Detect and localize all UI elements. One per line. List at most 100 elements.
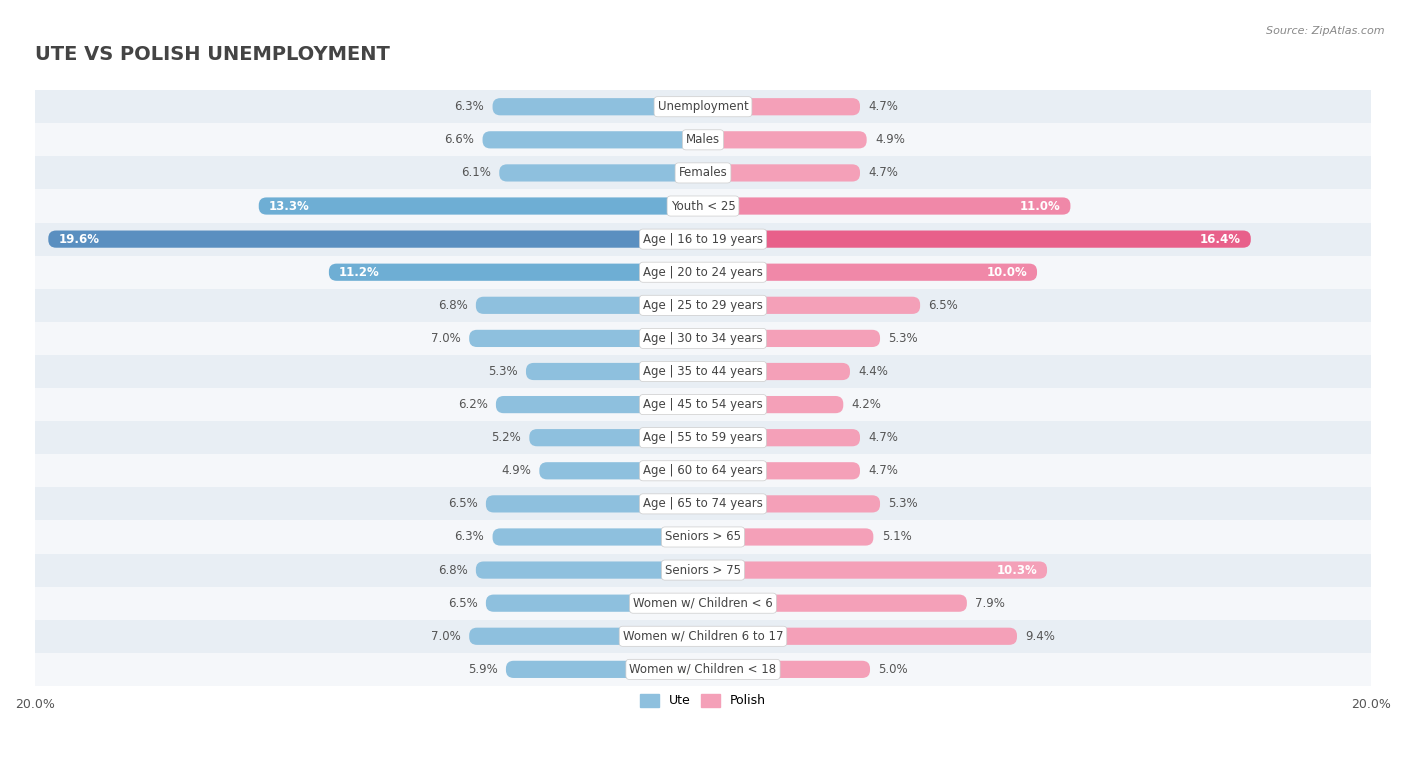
Text: Unemployment: Unemployment — [658, 100, 748, 114]
Text: 5.9%: 5.9% — [468, 663, 498, 676]
FancyBboxPatch shape — [703, 429, 860, 447]
FancyBboxPatch shape — [499, 164, 703, 182]
FancyBboxPatch shape — [703, 594, 967, 612]
FancyBboxPatch shape — [470, 628, 703, 645]
Text: 5.0%: 5.0% — [879, 663, 908, 676]
Text: 16.4%: 16.4% — [1199, 232, 1240, 245]
FancyBboxPatch shape — [703, 98, 860, 115]
FancyBboxPatch shape — [703, 495, 880, 512]
Text: Source: ZipAtlas.com: Source: ZipAtlas.com — [1267, 26, 1385, 36]
Text: 10.0%: 10.0% — [986, 266, 1026, 279]
Bar — [35, 157, 1371, 189]
FancyBboxPatch shape — [703, 131, 866, 148]
Text: 4.9%: 4.9% — [501, 464, 531, 477]
FancyBboxPatch shape — [48, 231, 703, 248]
Text: 4.7%: 4.7% — [869, 167, 898, 179]
Text: 10.3%: 10.3% — [997, 563, 1038, 577]
FancyBboxPatch shape — [703, 628, 1017, 645]
Text: 5.2%: 5.2% — [491, 431, 522, 444]
FancyBboxPatch shape — [703, 231, 1251, 248]
Text: UTE VS POLISH UNEMPLOYMENT: UTE VS POLISH UNEMPLOYMENT — [35, 45, 389, 64]
Text: 11.2%: 11.2% — [339, 266, 380, 279]
FancyBboxPatch shape — [703, 330, 880, 347]
Text: 4.9%: 4.9% — [875, 133, 905, 146]
Text: 6.3%: 6.3% — [454, 531, 484, 544]
FancyBboxPatch shape — [482, 131, 703, 148]
Text: Age | 55 to 59 years: Age | 55 to 59 years — [643, 431, 763, 444]
FancyBboxPatch shape — [703, 661, 870, 678]
FancyBboxPatch shape — [703, 263, 1038, 281]
FancyBboxPatch shape — [475, 297, 703, 314]
FancyBboxPatch shape — [703, 198, 1070, 215]
Text: Seniors > 65: Seniors > 65 — [665, 531, 741, 544]
Bar — [35, 421, 1371, 454]
Bar — [35, 653, 1371, 686]
FancyBboxPatch shape — [703, 528, 873, 546]
Text: Women w/ Children < 18: Women w/ Children < 18 — [630, 663, 776, 676]
FancyBboxPatch shape — [259, 198, 703, 215]
Text: 4.7%: 4.7% — [869, 431, 898, 444]
Text: Age | 35 to 44 years: Age | 35 to 44 years — [643, 365, 763, 378]
Bar — [35, 256, 1371, 288]
Text: Age | 60 to 64 years: Age | 60 to 64 years — [643, 464, 763, 477]
Text: 6.2%: 6.2% — [458, 398, 488, 411]
FancyBboxPatch shape — [492, 528, 703, 546]
FancyBboxPatch shape — [506, 661, 703, 678]
Text: Age | 45 to 54 years: Age | 45 to 54 years — [643, 398, 763, 411]
FancyBboxPatch shape — [526, 363, 703, 380]
Text: 6.5%: 6.5% — [447, 597, 478, 609]
Text: Age | 65 to 74 years: Age | 65 to 74 years — [643, 497, 763, 510]
Text: Females: Females — [679, 167, 727, 179]
Text: 7.9%: 7.9% — [976, 597, 1005, 609]
Text: 6.8%: 6.8% — [437, 563, 468, 577]
Text: 4.7%: 4.7% — [869, 464, 898, 477]
Bar — [35, 520, 1371, 553]
Text: 5.3%: 5.3% — [889, 332, 918, 345]
Text: 13.3%: 13.3% — [269, 200, 309, 213]
FancyBboxPatch shape — [496, 396, 703, 413]
Bar — [35, 189, 1371, 223]
FancyBboxPatch shape — [703, 297, 920, 314]
Text: 6.5%: 6.5% — [928, 299, 959, 312]
Text: 6.1%: 6.1% — [461, 167, 491, 179]
Bar — [35, 90, 1371, 123]
FancyBboxPatch shape — [486, 594, 703, 612]
Bar — [35, 587, 1371, 620]
Bar — [35, 488, 1371, 520]
Bar — [35, 620, 1371, 653]
Bar — [35, 355, 1371, 388]
Text: Women w/ Children < 6: Women w/ Children < 6 — [633, 597, 773, 609]
Text: Women w/ Children 6 to 17: Women w/ Children 6 to 17 — [623, 630, 783, 643]
Bar — [35, 388, 1371, 421]
Text: Age | 25 to 29 years: Age | 25 to 29 years — [643, 299, 763, 312]
Text: Youth < 25: Youth < 25 — [671, 200, 735, 213]
FancyBboxPatch shape — [703, 396, 844, 413]
Bar — [35, 123, 1371, 157]
FancyBboxPatch shape — [540, 463, 703, 479]
Legend: Ute, Polish: Ute, Polish — [636, 689, 770, 712]
FancyBboxPatch shape — [329, 263, 703, 281]
Text: 19.6%: 19.6% — [58, 232, 100, 245]
Text: Age | 16 to 19 years: Age | 16 to 19 years — [643, 232, 763, 245]
Text: Seniors > 75: Seniors > 75 — [665, 563, 741, 577]
Text: 9.4%: 9.4% — [1025, 630, 1056, 643]
FancyBboxPatch shape — [703, 562, 1047, 578]
Text: 5.3%: 5.3% — [889, 497, 918, 510]
FancyBboxPatch shape — [475, 562, 703, 578]
Text: 6.3%: 6.3% — [454, 100, 484, 114]
Bar — [35, 322, 1371, 355]
Text: 6.5%: 6.5% — [447, 497, 478, 510]
FancyBboxPatch shape — [703, 164, 860, 182]
Text: 11.0%: 11.0% — [1019, 200, 1060, 213]
Bar — [35, 223, 1371, 256]
Bar — [35, 454, 1371, 488]
Text: 7.0%: 7.0% — [432, 332, 461, 345]
Bar — [35, 553, 1371, 587]
Text: 5.1%: 5.1% — [882, 531, 911, 544]
FancyBboxPatch shape — [529, 429, 703, 447]
FancyBboxPatch shape — [486, 495, 703, 512]
Text: 6.6%: 6.6% — [444, 133, 474, 146]
Text: 4.7%: 4.7% — [869, 100, 898, 114]
FancyBboxPatch shape — [703, 363, 851, 380]
Text: 6.8%: 6.8% — [437, 299, 468, 312]
